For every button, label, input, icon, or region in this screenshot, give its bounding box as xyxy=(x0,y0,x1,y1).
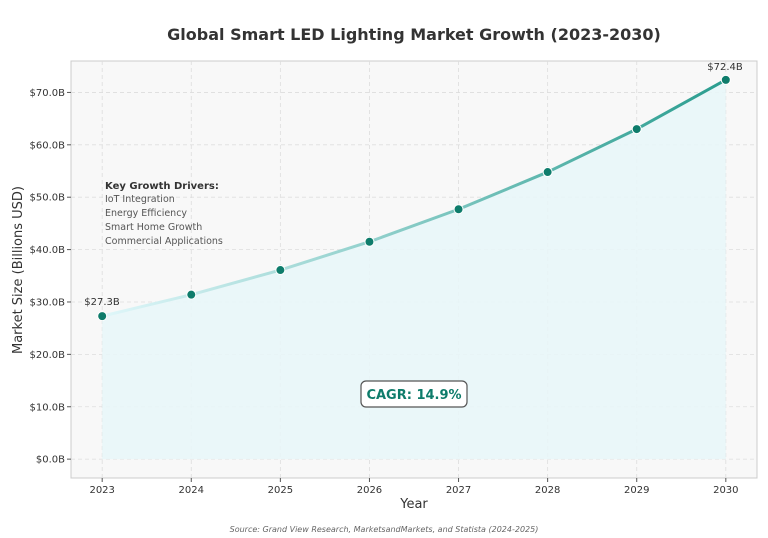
x-tick-label: 2025 xyxy=(268,485,293,496)
y-tick-label: $60.0B xyxy=(30,140,66,151)
data-point xyxy=(720,74,731,85)
line-segment xyxy=(189,268,282,297)
x-tick-label: 2023 xyxy=(89,485,114,496)
driver-item: IoT Integration xyxy=(105,194,175,205)
line-segment xyxy=(457,170,550,211)
y-tick-label: $70.0B xyxy=(30,88,66,99)
area-fill xyxy=(102,79,726,460)
x-axis-label: Year xyxy=(399,497,428,512)
y-tick-label: $20.0B xyxy=(30,350,66,361)
driver-item: Energy Efficiency xyxy=(105,208,187,219)
x-tick-label: 2028 xyxy=(535,485,560,496)
y-tick-label: $10.0B xyxy=(30,402,66,413)
y-ticks: $0.0B $10.0B $20.0B $30.0B $40.0B $50.0B $60.0… xyxy=(30,88,71,466)
data-point xyxy=(275,265,286,276)
y-tick-label: $30.0B xyxy=(30,297,66,308)
x-tick-label: 2030 xyxy=(713,485,738,496)
source-note: Source: Grand View Research, MarketsandM… xyxy=(230,525,539,534)
data-point xyxy=(453,204,464,215)
line-segment xyxy=(367,207,461,244)
last-point-label: $72.4B xyxy=(707,62,743,73)
drivers-title: Key Growth Drivers: xyxy=(105,181,219,192)
y-tick-label: $50.0B xyxy=(30,193,66,204)
x-tick-label: 2027 xyxy=(446,485,471,496)
series-line xyxy=(100,78,728,318)
x-tick-label: 2026 xyxy=(357,485,382,496)
line-segment xyxy=(278,240,371,272)
x-ticks: 2023 2024 2025 2026 2027 2028 2029 2030 xyxy=(89,478,739,496)
data-point xyxy=(97,311,108,322)
y-axis-label: Market Size (Billions USD) xyxy=(11,186,26,354)
data-point xyxy=(542,167,553,178)
y-tick-label: $0.0B xyxy=(36,455,65,466)
chart-title: Global Smart LED Lighting Market Growth … xyxy=(167,25,661,44)
x-tick-label: 2029 xyxy=(624,485,649,496)
line-segment xyxy=(635,78,728,131)
cagr-label: CAGR: 14.9% xyxy=(366,388,461,403)
line-segment xyxy=(546,127,639,174)
first-point-label: $27.3B xyxy=(84,297,120,308)
driver-item: Commercial Applications xyxy=(105,236,223,247)
driver-item: Smart Home Growth xyxy=(105,222,202,233)
y-tick-label: $40.0B xyxy=(30,245,66,256)
x-tick-label: 2024 xyxy=(179,485,204,496)
cagr-box xyxy=(360,380,468,408)
line-segment xyxy=(100,293,193,318)
data-point xyxy=(186,289,197,300)
data-point xyxy=(631,124,642,135)
series-markers xyxy=(97,74,731,322)
data-point xyxy=(364,236,375,247)
